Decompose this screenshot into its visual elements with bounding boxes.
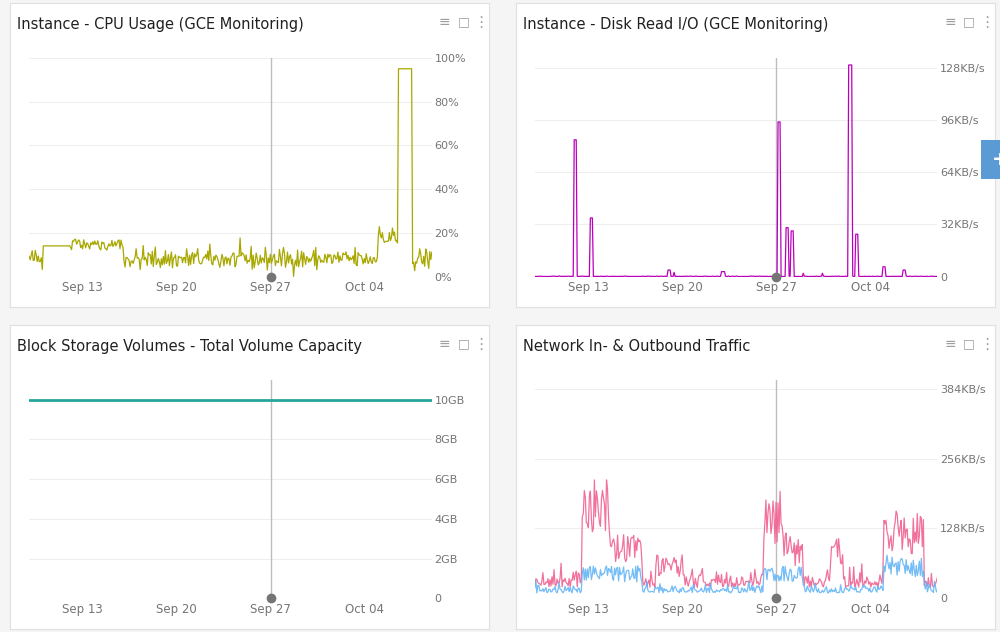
Text: ≡: ≡ [438, 15, 450, 29]
Text: ⋮: ⋮ [473, 337, 488, 352]
Text: Instance - Disk Read I/O (GCE Monitoring): Instance - Disk Read I/O (GCE Monitoring… [523, 17, 828, 32]
Text: Instance - CPU Usage (GCE Monitoring): Instance - CPU Usage (GCE Monitoring) [17, 17, 304, 32]
Text: □: □ [963, 15, 975, 28]
Text: Network In- & Outbound Traffic: Network In- & Outbound Traffic [523, 339, 750, 354]
Text: ≡: ≡ [438, 337, 450, 351]
Text: ⋮: ⋮ [979, 15, 994, 30]
Text: □: □ [457, 337, 469, 350]
Text: □: □ [963, 337, 975, 350]
Text: □: □ [457, 15, 469, 28]
Text: Block Storage Volumes - Total Volume Capacity: Block Storage Volumes - Total Volume Cap… [17, 339, 362, 354]
Text: ≡: ≡ [944, 15, 956, 29]
Text: ⋮: ⋮ [473, 15, 488, 30]
Text: ≡: ≡ [944, 337, 956, 351]
Text: ⋮: ⋮ [979, 337, 994, 352]
